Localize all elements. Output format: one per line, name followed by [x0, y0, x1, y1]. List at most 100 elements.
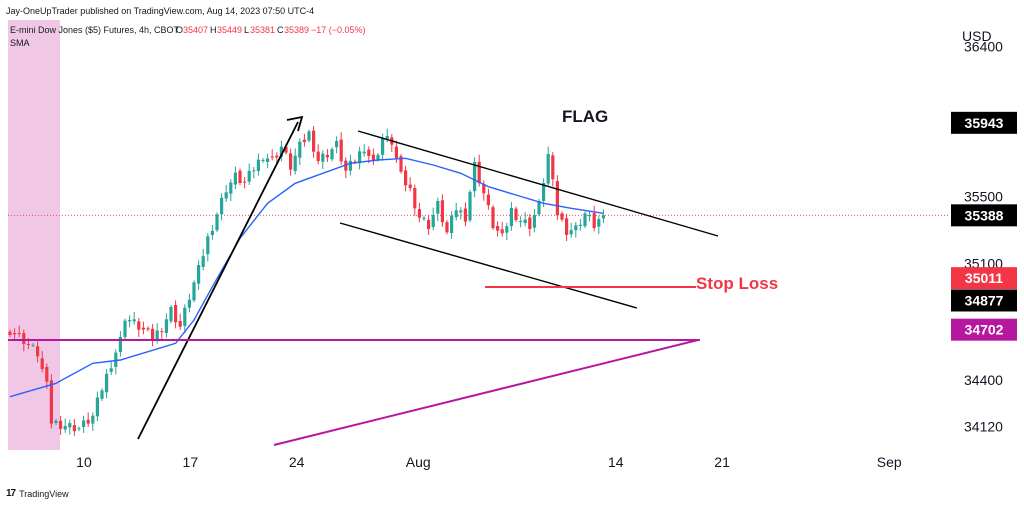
candle-body — [137, 321, 141, 330]
candle-body — [109, 368, 113, 372]
flag-upper-line — [357, 130, 719, 237]
tradingview-logo[interactable]: 17 TradingView — [6, 488, 69, 499]
candles — [8, 126, 605, 436]
candle-body — [325, 155, 329, 158]
candle-body — [546, 154, 550, 184]
candle-body — [408, 184, 412, 188]
impulse-arrow — [137, 121, 299, 440]
candle-body — [13, 333, 17, 335]
candle-body — [210, 230, 214, 235]
candle-body — [100, 390, 104, 399]
candle-body — [583, 213, 587, 227]
candle-body — [588, 215, 592, 217]
candle-body — [477, 162, 481, 184]
candle-body — [95, 397, 99, 417]
candle-body — [500, 229, 504, 234]
candle-body — [440, 200, 444, 223]
candle-body — [597, 219, 601, 227]
stop-loss-label: Stop Loss — [696, 274, 778, 293]
ohlc-open: 35407 — [183, 25, 208, 35]
time-axis[interactable]: 10 17 24 Aug 14 21 Sep — [76, 454, 902, 470]
time-tick-label: 10 — [76, 454, 92, 470]
candle-body — [399, 156, 403, 172]
candle-body — [169, 307, 173, 322]
candle-body — [445, 222, 449, 233]
ohlc-low: 35381 — [250, 25, 275, 35]
candle-body — [261, 160, 265, 161]
price-tag — [951, 267, 1017, 290]
rising-trendline — [273, 339, 699, 446]
candle-body — [72, 425, 76, 432]
candle-body — [293, 155, 297, 171]
candle-body — [339, 139, 343, 162]
candle-body — [266, 158, 270, 162]
candle-body — [578, 224, 582, 226]
price-tick-label: 35500 — [964, 189, 1003, 205]
ohlc-low-label: L — [244, 25, 249, 35]
candle-body — [514, 208, 518, 220]
price-tag-label: 34702 — [965, 322, 1004, 338]
candle-body — [178, 321, 182, 327]
candle-body — [114, 352, 118, 367]
candle-body — [450, 215, 454, 233]
drawings: FLAG Stop Loss — [8, 107, 778, 446]
candle-body — [542, 183, 546, 201]
candle-body — [574, 225, 578, 231]
price-tag-label: 35943 — [965, 115, 1004, 131]
candle-body — [279, 146, 283, 157]
candle-body — [86, 419, 90, 424]
candle-body — [427, 219, 431, 229]
candle-body — [468, 191, 472, 221]
currency-label: USD — [962, 28, 992, 44]
candle-body — [417, 209, 421, 218]
candle-body — [565, 218, 569, 235]
price-tag — [951, 289, 1017, 312]
candle-body — [569, 230, 573, 235]
candle-body — [330, 149, 334, 160]
time-tick-label: Aug — [406, 454, 431, 470]
candle-body — [63, 426, 67, 430]
candle-body — [128, 320, 132, 322]
tradingview-brand: TradingView — [19, 488, 69, 499]
candle-body — [528, 217, 532, 229]
ohlc-open-label: O — [176, 25, 183, 35]
candle-body — [183, 307, 187, 326]
time-tick-label: Sep — [877, 454, 902, 470]
time-tick-label: 14 — [608, 454, 624, 470]
candle-body — [491, 207, 495, 228]
candle-body — [367, 149, 371, 156]
price-tags: 35943 35388 35011 34877 34702 — [951, 111, 1017, 341]
candle-body — [118, 337, 122, 352]
candle-body — [537, 201, 541, 215]
candle-body — [335, 141, 339, 148]
candle-body — [404, 170, 408, 186]
candle-body — [247, 170, 251, 182]
candle-body — [505, 226, 509, 233]
candle-body — [555, 181, 559, 216]
candle-body — [473, 162, 477, 192]
candle-body — [49, 380, 53, 424]
candle-body — [224, 192, 228, 199]
symbol-title: E-mini Dow Jones ($5) Futures, 4h, CBOT — [10, 25, 180, 35]
candle-body — [220, 197, 224, 215]
ohlc-close-label: C — [277, 25, 284, 35]
candle-body — [229, 182, 233, 194]
candle-body — [431, 215, 435, 227]
ohlc-change: −17 (−0.05%) — [311, 25, 366, 35]
candle-body — [151, 328, 155, 341]
flag-lower-line — [339, 222, 638, 309]
candle-body — [68, 423, 72, 428]
sma-line — [9, 157, 604, 398]
candle-body — [316, 151, 320, 161]
candle-body — [174, 305, 178, 323]
candle-body — [358, 151, 362, 164]
candle-body — [77, 428, 81, 430]
candle-body — [348, 160, 352, 171]
candle-body — [256, 159, 260, 171]
candle-body — [26, 344, 30, 345]
tradingview-mark-icon: 17 — [6, 488, 16, 499]
ohlc-close: 35389 — [284, 25, 309, 35]
candle-body — [486, 194, 490, 206]
